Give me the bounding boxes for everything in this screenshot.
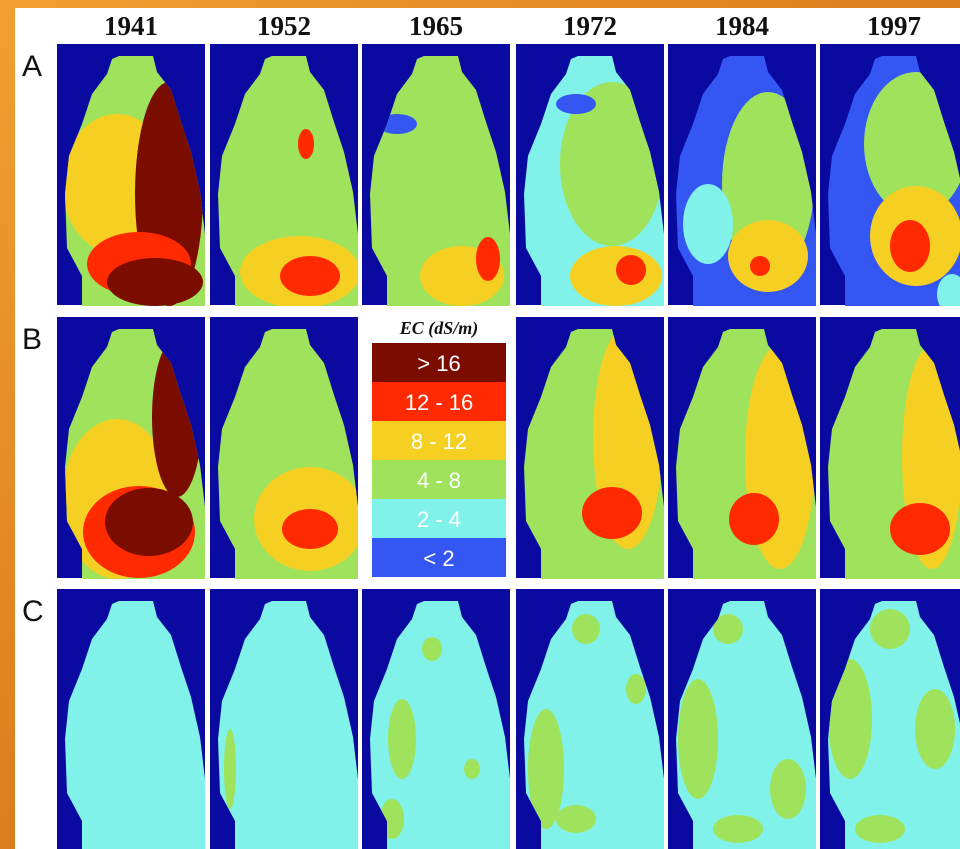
- map-panel: [210, 589, 358, 849]
- map-panel: [57, 44, 205, 306]
- zone: [728, 220, 808, 292]
- zone: [729, 493, 779, 545]
- page: 1941 1952 1965 1972 1984 1997 A B C EC (dS/m) > 16…: [0, 0, 960, 849]
- zones: [254, 467, 366, 571]
- zone: [464, 759, 480, 779]
- zone: [870, 609, 910, 649]
- year-label: 1952: [257, 11, 311, 41]
- legend-label: 8 - 12: [411, 429, 467, 454]
- map-panel: [57, 317, 205, 579]
- zone: [683, 184, 733, 264]
- map-panel: [668, 589, 816, 849]
- zone: [570, 246, 662, 306]
- zone: [915, 689, 955, 769]
- legend-label: 2 - 4: [417, 507, 461, 532]
- year-label: 1941: [104, 11, 158, 41]
- zone: [105, 488, 193, 556]
- zone: [282, 509, 338, 549]
- map-panel: [57, 589, 205, 849]
- zone: [280, 256, 340, 296]
- map-panel: [820, 44, 960, 314]
- map-panel: [516, 44, 664, 306]
- zone: [556, 805, 596, 833]
- zone: [750, 256, 770, 276]
- zones: [224, 729, 236, 809]
- map-panel: [210, 44, 360, 308]
- year-label: 1972: [563, 11, 617, 41]
- zone: [890, 503, 950, 555]
- zone: [582, 487, 642, 539]
- year-label: 1997: [867, 11, 921, 41]
- zone: [107, 258, 203, 306]
- zone: [572, 614, 600, 644]
- map-panel: [820, 317, 960, 579]
- map-panel: [516, 589, 664, 849]
- legend-title: EC (dS/m): [399, 318, 479, 339]
- zone: [770, 759, 806, 819]
- zone: [713, 815, 763, 843]
- zone: [616, 255, 646, 285]
- map-panel: [668, 44, 816, 306]
- legend-label: 4 - 8: [417, 468, 461, 493]
- row-label: B: [22, 323, 42, 356]
- map-panel: [210, 317, 366, 579]
- figure: 1941 1952 1965 1972 1984 1997 A B C EC (dS/m) > 16…: [0, 0, 960, 849]
- map-panel: [362, 44, 510, 306]
- zone: [626, 674, 646, 704]
- zone: [890, 220, 930, 272]
- row-label: A: [22, 50, 42, 83]
- map-panel: [516, 317, 664, 579]
- year-label: 1984: [715, 11, 769, 41]
- map-panel: [820, 589, 960, 849]
- zone: [298, 129, 314, 159]
- zone: [422, 637, 442, 661]
- year-label: 1965: [409, 11, 463, 41]
- row-label: C: [22, 595, 44, 628]
- map-panel: [362, 589, 510, 849]
- zone: [388, 699, 416, 779]
- legend-label: < 2: [423, 546, 454, 571]
- legend-label: > 16: [417, 351, 460, 376]
- zone: [678, 679, 718, 799]
- zone: [476, 237, 500, 281]
- legend-label: 12 - 16: [405, 390, 474, 415]
- zone: [224, 729, 236, 809]
- zone: [855, 815, 905, 843]
- zone: [556, 94, 596, 114]
- map-panel: [668, 317, 816, 579]
